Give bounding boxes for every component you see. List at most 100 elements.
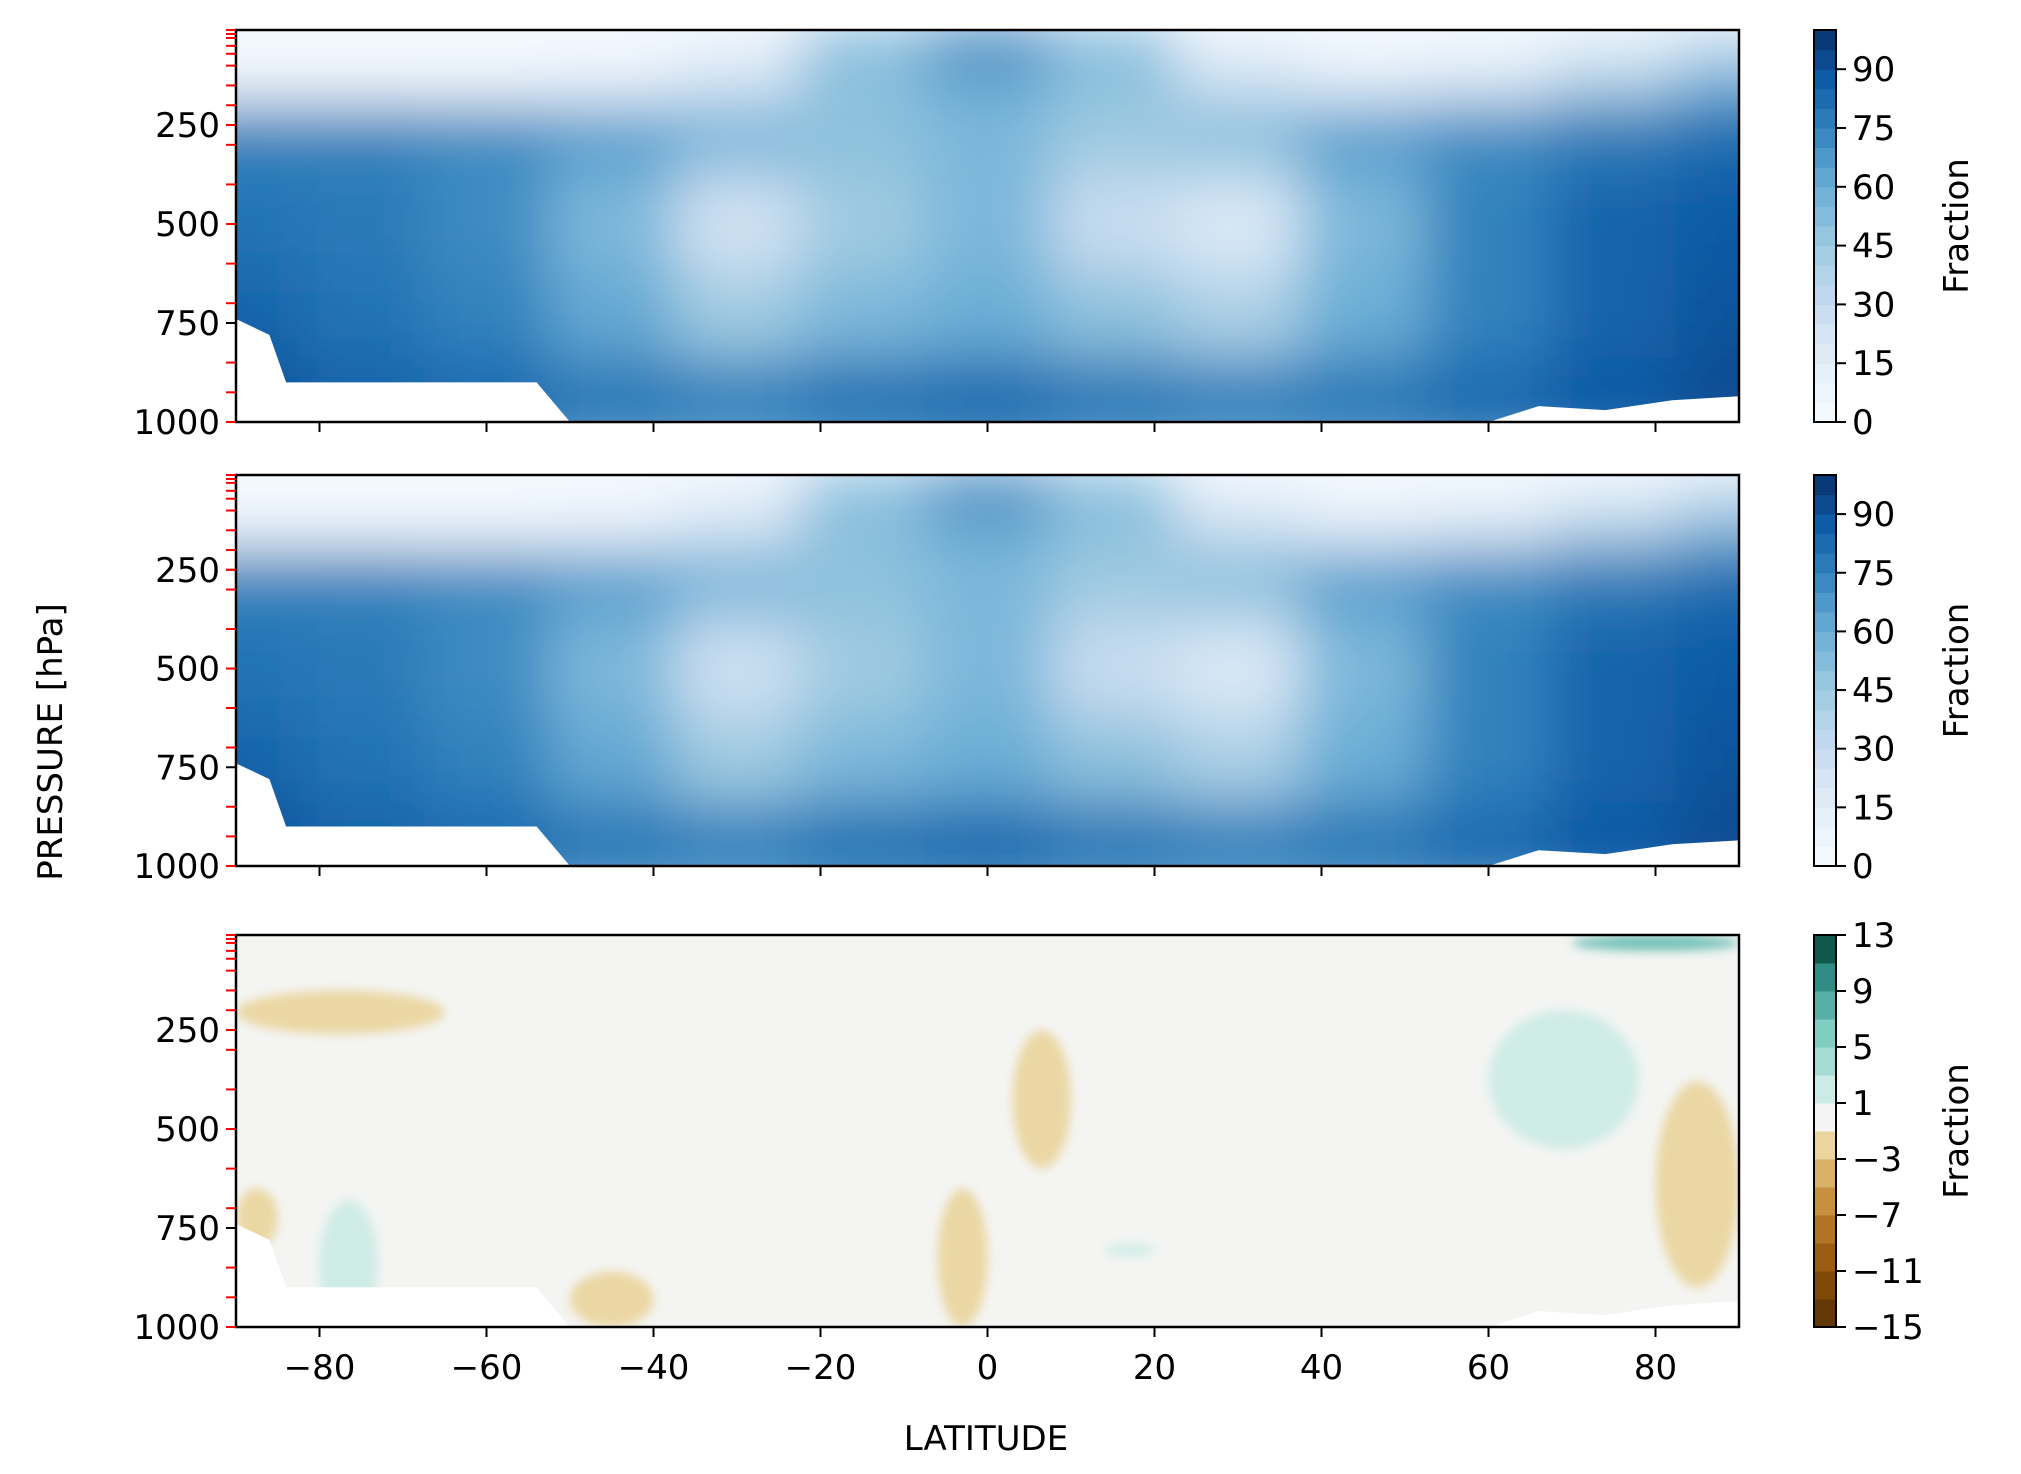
- colorbar-tick-label: −15: [1852, 1308, 1924, 1348]
- colorbar-step: [1814, 690, 1836, 711]
- field-cell: [674, 65, 800, 106]
- field-cell: [674, 475, 800, 511]
- field-cell: [1551, 550, 1677, 620]
- field-cell: [799, 30, 925, 66]
- field-cell: [298, 105, 424, 175]
- topography-mask-north: [1488, 1301, 1739, 1327]
- field-cell: [423, 30, 550, 66]
- colorbar-step: [1814, 304, 1836, 325]
- field-cell: [799, 273, 925, 358]
- negative-anomaly: [1012, 1030, 1071, 1169]
- field-cell: [799, 801, 925, 866]
- colorbar-step: [1814, 1019, 1836, 1048]
- colorbar-step: [1814, 343, 1836, 364]
- field-cell: [1300, 174, 1426, 274]
- field-cell: [549, 801, 675, 866]
- field-cell: [924, 619, 1051, 718]
- colorbar-tick-label: 45: [1852, 227, 1895, 267]
- field-cell: [1425, 550, 1552, 620]
- colorbar-step: [1814, 475, 1836, 496]
- colorbar-tick-label: 1: [1852, 1084, 1874, 1124]
- field-cell: [924, 357, 1051, 422]
- colorbar-step: [1814, 1131, 1836, 1160]
- field-cell: [674, 619, 800, 718]
- colorbar-step: [1814, 147, 1836, 168]
- field-cell: [298, 273, 424, 358]
- colorbar-step: [1814, 807, 1836, 828]
- field-cell: [236, 65, 299, 106]
- field-cell: [799, 65, 925, 106]
- field-cell: [423, 273, 550, 358]
- colorbar-step: [1814, 1271, 1836, 1300]
- field-cell: [298, 65, 424, 106]
- y-tick-label: 500: [155, 650, 220, 690]
- field-cell: [924, 105, 1051, 175]
- x-tick-label: 40: [1300, 1348, 1343, 1388]
- field-cell: [549, 510, 675, 551]
- field-cell: [1551, 717, 1677, 802]
- field-cell: [1551, 105, 1677, 175]
- field-cell: [1050, 273, 1176, 358]
- y-axis-label: PRESSURE [hPa]: [31, 603, 71, 880]
- field-cell: [236, 174, 299, 274]
- field-cell: [549, 717, 675, 802]
- field-cell: [1300, 510, 1426, 551]
- field-cell: [1676, 105, 1739, 175]
- field-cell: [1175, 801, 1301, 866]
- colorbar-tick-label: 30: [1852, 730, 1895, 770]
- field-cell: [549, 357, 675, 422]
- colorbar-step: [1814, 265, 1836, 286]
- colorbar-step: [1814, 382, 1836, 403]
- field-cell: [423, 105, 550, 175]
- field-cell: [1551, 174, 1677, 274]
- field-cell: [423, 619, 550, 718]
- colorbar-step: [1814, 1103, 1836, 1132]
- colorbar-step: [1814, 935, 1836, 964]
- field-cell: [1175, 717, 1301, 802]
- field-cell: [799, 475, 925, 511]
- field-cell: [236, 105, 299, 175]
- colorbar-step: [1814, 167, 1836, 188]
- colorbar-step: [1814, 748, 1836, 769]
- field-1: [236, 30, 1739, 422]
- colorbar-step: [1814, 514, 1836, 535]
- field-cell: [674, 30, 800, 66]
- field-cell: [1300, 105, 1426, 175]
- field-cell: [298, 174, 424, 274]
- topography-mask-south: [236, 319, 570, 422]
- x-tick-label: 20: [1133, 1348, 1176, 1388]
- colorbar-step: [1814, 284, 1836, 305]
- colorbar-step: [1814, 963, 1836, 992]
- colorbar-step: [1814, 991, 1836, 1020]
- negative-anomaly: [1655, 1081, 1739, 1288]
- colorbar-3: −15 −11 −7 −3 1 5 9 13 Fraction: [1813, 916, 1977, 1348]
- field-cell: [1050, 550, 1176, 620]
- x-tick-label: −20: [785, 1348, 857, 1388]
- colorbar-tick-label: 90: [1852, 495, 1895, 535]
- field-cell: [674, 801, 800, 866]
- field-cell: [1676, 619, 1739, 718]
- topography-mask-north: [1488, 840, 1739, 866]
- field-cell: [1676, 717, 1739, 802]
- field-cell: [1676, 510, 1739, 551]
- colorbar-tick-label: 60: [1852, 168, 1895, 208]
- field-cell: [924, 65, 1051, 106]
- colorbar-step: [1814, 69, 1836, 90]
- field-cell: [236, 550, 299, 620]
- field-cell: [1425, 174, 1552, 274]
- field-cell: [549, 475, 675, 511]
- field-cell: [298, 550, 424, 620]
- x-tick-label: −80: [284, 1348, 356, 1388]
- field-cell: [1175, 619, 1301, 718]
- field-cell: [1425, 105, 1552, 175]
- field-cell: [674, 510, 800, 551]
- colorbar-label: Fraction: [1937, 603, 1977, 739]
- field-cell: [1050, 357, 1176, 422]
- colorbar-step: [1814, 846, 1836, 867]
- colorbar-step: [1814, 631, 1836, 652]
- colorbar-tick-label: 90: [1852, 50, 1895, 90]
- field-cell: [1551, 475, 1677, 511]
- field-cell: [423, 510, 550, 551]
- colorbar-tick-label: 13: [1852, 916, 1895, 956]
- colorbar-step: [1814, 1243, 1836, 1272]
